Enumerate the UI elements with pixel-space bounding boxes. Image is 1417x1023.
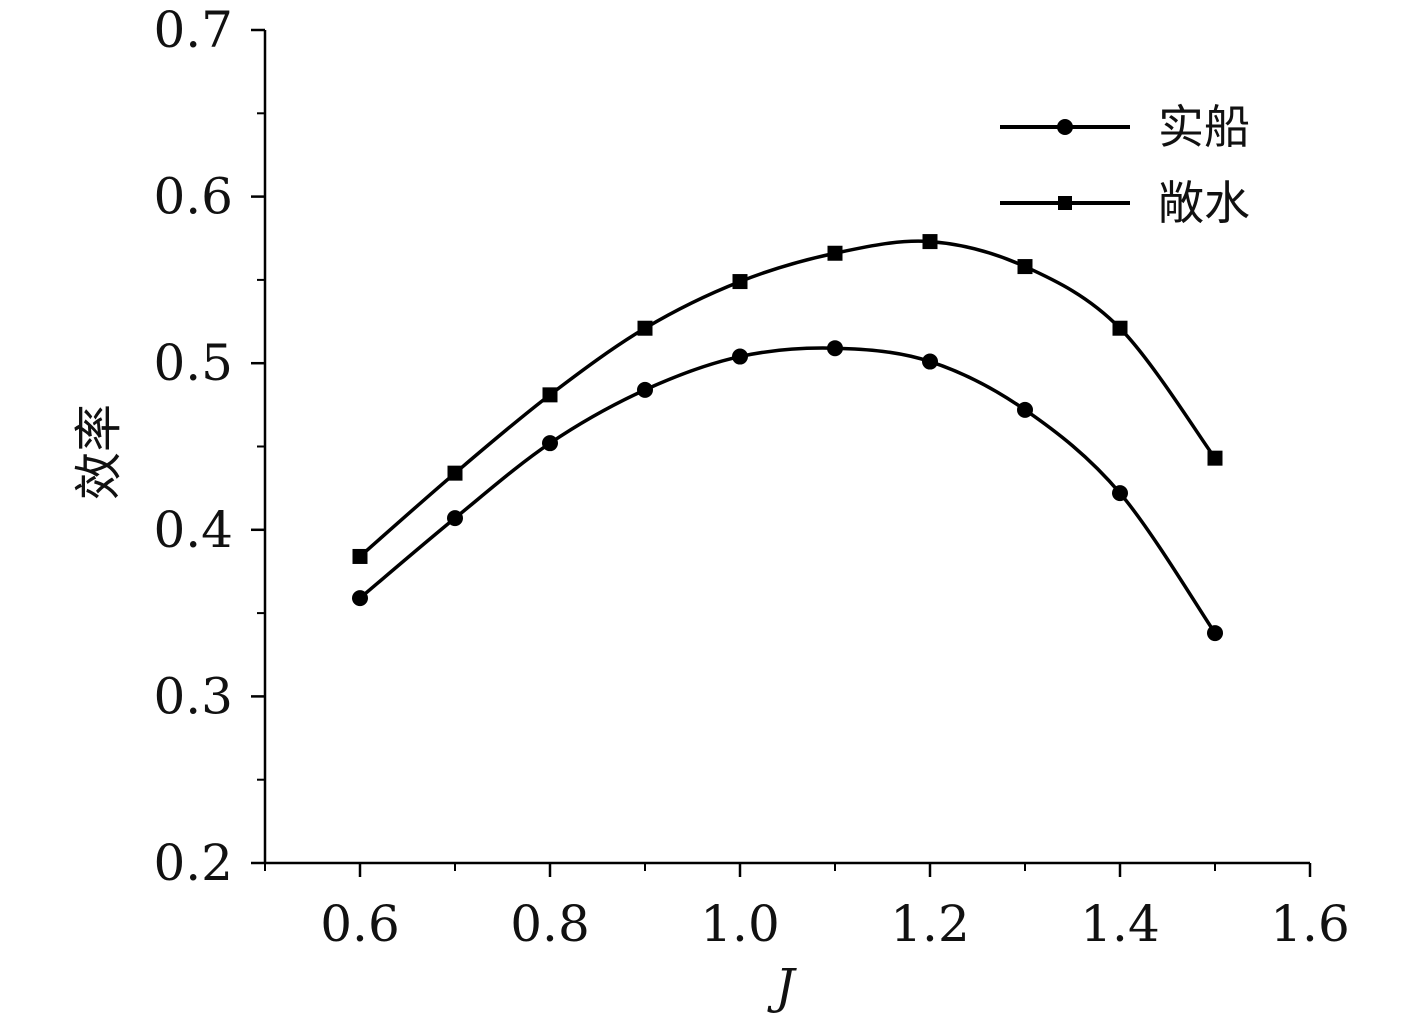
data-point-circle bbox=[542, 435, 558, 452]
y-tick-label: 0.6 bbox=[153, 168, 233, 226]
y-tick-label: 0.4 bbox=[153, 501, 233, 559]
data-point-square bbox=[922, 234, 938, 250]
data-point-square bbox=[827, 245, 843, 261]
legend-label-openwater: 敞水 bbox=[1158, 176, 1250, 230]
x-tick-label: 1.2 bbox=[890, 895, 970, 953]
y-tick-label: 0.7 bbox=[153, 1, 233, 59]
data-point-circle bbox=[637, 381, 653, 398]
data-point-square bbox=[637, 320, 653, 336]
data-point-square bbox=[542, 387, 558, 403]
x-tick-label: 1.4 bbox=[1080, 895, 1160, 953]
y-axis-title: 效率 bbox=[71, 404, 127, 500]
legend-marker-square bbox=[1058, 196, 1072, 210]
data-point-circle bbox=[352, 590, 368, 607]
legend-marker-circle bbox=[1057, 119, 1073, 135]
y-tick-label: 0.5 bbox=[153, 334, 233, 392]
data-point-square bbox=[1207, 450, 1223, 466]
data-point-square bbox=[447, 465, 463, 481]
data-point-circle bbox=[1207, 625, 1223, 642]
y-tick-label: 0.2 bbox=[153, 834, 233, 892]
y-tick-label: 0.3 bbox=[153, 667, 233, 725]
series-line-2 bbox=[358, 239, 1217, 558]
data-point-circle bbox=[1017, 401, 1033, 418]
x-tick-label: 0.6 bbox=[320, 895, 400, 953]
data-point-square bbox=[732, 274, 748, 290]
data-point-square bbox=[1112, 320, 1128, 336]
x-tick-label: 1.0 bbox=[700, 895, 780, 953]
data-point-circle bbox=[1112, 485, 1128, 502]
x-tick-label: 0.8 bbox=[510, 895, 590, 953]
series-line-1 bbox=[358, 346, 1217, 635]
data-point-square bbox=[352, 548, 368, 564]
data-point-circle bbox=[922, 353, 938, 370]
x-tick-label: 1.6 bbox=[1270, 895, 1350, 953]
series-layer bbox=[352, 234, 1223, 642]
legend-label-ship: 实船 bbox=[1158, 100, 1250, 154]
data-point-circle bbox=[447, 510, 463, 527]
data-point-square bbox=[1017, 259, 1033, 275]
x-axis-title: J bbox=[766, 959, 797, 1015]
data-point-circle bbox=[732, 348, 748, 365]
data-point-circle bbox=[827, 340, 843, 357]
legend: 实船 敞水 bbox=[1000, 100, 1250, 230]
axes: 0.2 0.3 0.4 0.5 0.6 0.7 0.6 0.8 1.0 1.2 1.4 1.6 bbox=[153, 1, 1349, 953]
